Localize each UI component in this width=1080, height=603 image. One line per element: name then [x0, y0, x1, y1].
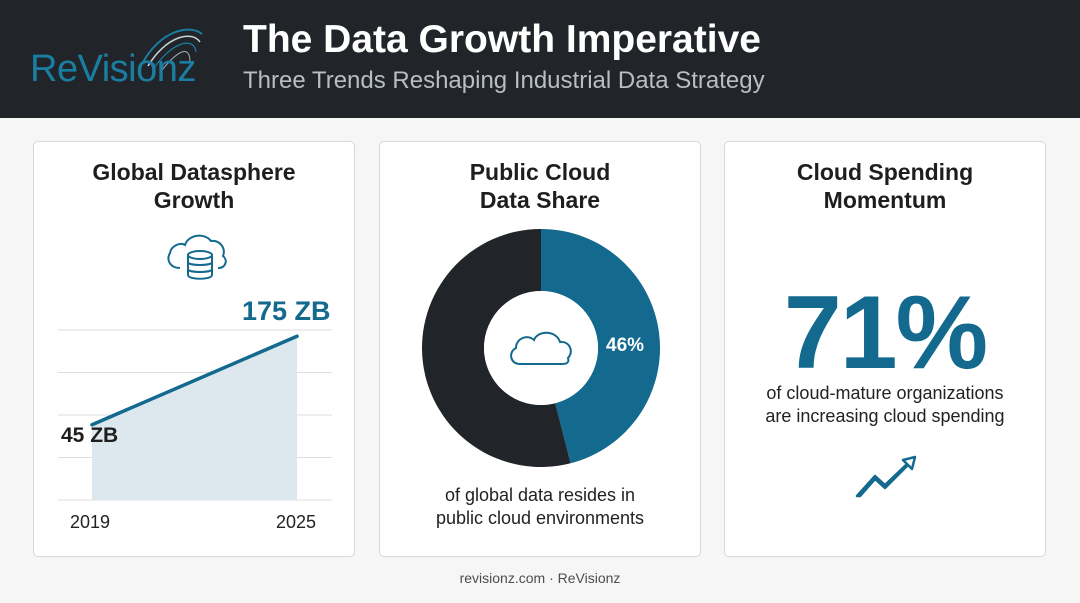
card-title-cloud-share: Public Cloud Data Share — [469, 159, 611, 213]
series-line — [90, 334, 299, 427]
spending-stat: 71% — [783, 275, 988, 391]
revisionz-logo: ReVisionz — [30, 22, 215, 98]
x-tick-2025: 2025 — [276, 512, 316, 532]
logo-swoosh-icon — [141, 28, 203, 71]
card-title-spending: Cloud Spending Momentum — [796, 159, 974, 213]
trending-up-icon — [855, 455, 917, 498]
card-cloud-spending: Cloud Spending Momentum 71% of cloud-mat… — [724, 141, 1046, 557]
card-datasphere-growth: Global Datasphere Growth 45 ZB 175 ZB 20… — [33, 141, 355, 557]
x-tick-2019: 2019 — [70, 512, 110, 532]
donut-hole — [484, 291, 598, 405]
cloud-share-caption-line1: of global data resides in — [444, 485, 636, 505]
page-subtitle: Three Trends Reshaping Industrial Data S… — [243, 67, 765, 94]
header-bar: ReVisionz The Data Growth Imperative Thr… — [0, 0, 1080, 118]
donut-slice-public-cloud — [541, 229, 660, 464]
spending-caption-line2: are increasing cloud spending — [765, 406, 1005, 426]
footer-text: revisionz.com · ReVisionz — [459, 570, 621, 586]
cloud-share-caption-line2: public cloud environments — [435, 508, 645, 528]
cloud-icon — [510, 331, 572, 365]
label-start-value: 45 ZB — [61, 424, 118, 447]
spending-caption-line1: of cloud-mature organizations — [766, 383, 1004, 403]
page-title: The Data Growth Imperative — [243, 18, 761, 61]
logo-text: ReVisionz — [30, 48, 196, 90]
donut-value-label: 46% — [606, 335, 644, 356]
card-title-datasphere: Global Datasphere Growth — [92, 159, 296, 213]
card-public-cloud-share: Public Cloud Data Share 46% of global da… — [379, 141, 701, 557]
area-fill — [92, 336, 297, 500]
trending-up-graphic — [855, 455, 917, 498]
donut-slice-other — [422, 229, 571, 467]
datasphere-chart: 45 ZB 175 ZB 2019 2025 — [58, 234, 332, 532]
cloud-database-icon — [167, 234, 227, 280]
cloud-share-donut-chart: 46% — [422, 229, 660, 467]
label-end-value: 175 ZB — [242, 296, 331, 326]
